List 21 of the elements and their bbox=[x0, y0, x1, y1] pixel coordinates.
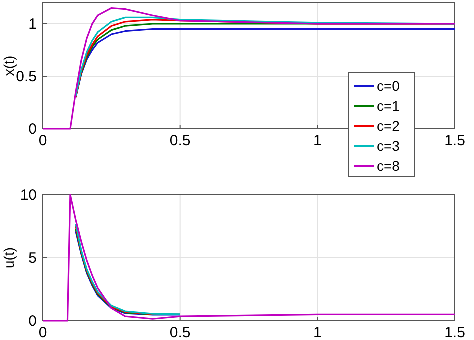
legend-label: c=3 bbox=[377, 138, 400, 154]
x-tick-label: 0.5 bbox=[170, 324, 191, 340]
y-axis-title: u(t) bbox=[1, 248, 17, 268]
x-tick-label: 0.5 bbox=[170, 132, 191, 150]
line-series bbox=[42, 194, 456, 322]
legend-label: c=0 bbox=[377, 78, 400, 94]
x-tick-label: 1 bbox=[313, 132, 322, 150]
y-tick-label: 0 bbox=[28, 120, 37, 138]
y-axis-title: x(t) bbox=[1, 56, 17, 76]
legend-label: c=8 bbox=[377, 158, 400, 174]
line-series bbox=[42, 7, 456, 130]
x-tick-label: 0 bbox=[38, 324, 48, 340]
y-tick-label: 1 bbox=[28, 16, 37, 33]
y-tick-label: 0.5 bbox=[16, 68, 37, 86]
legend-label: c=2 bbox=[377, 118, 400, 134]
x-tick-label: 1.5 bbox=[444, 324, 466, 340]
legend-label: c=1 bbox=[377, 98, 400, 114]
x-tick-label: 1 bbox=[313, 324, 322, 340]
y-tick-label: 5 bbox=[28, 250, 37, 267]
y-tick-label: 10 bbox=[20, 186, 37, 204]
x-tick-label: 1.5 bbox=[444, 132, 466, 150]
